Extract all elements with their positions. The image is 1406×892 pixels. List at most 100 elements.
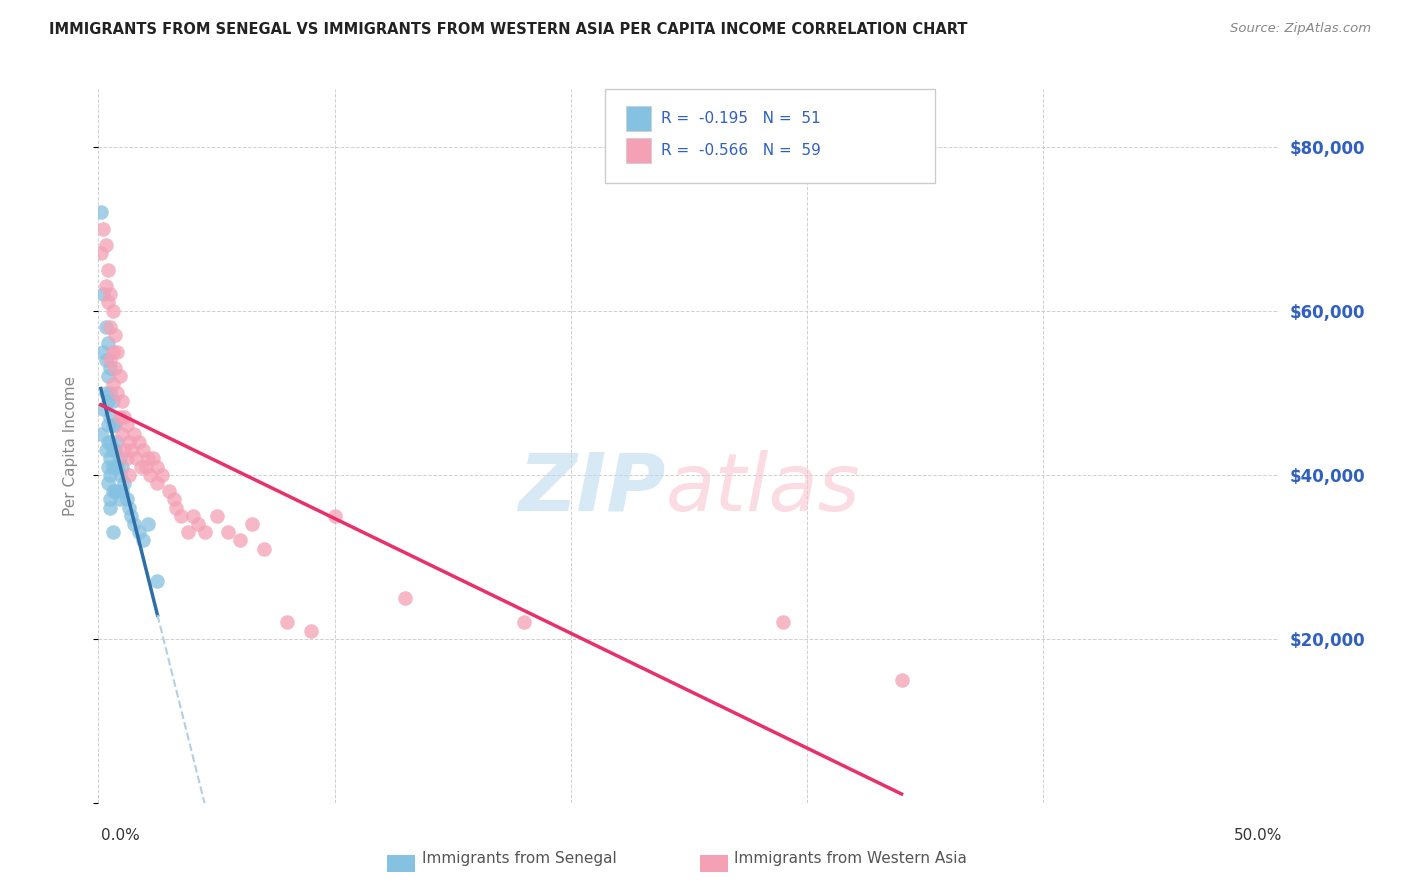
Point [104,418,127,433]
Point [97,336,120,351]
Y-axis label: Per Capita Income: Per Capita Income [63,376,77,516]
Point [157,484,180,499]
Point [121,443,143,458]
Point [105,344,128,359]
Point [94,443,117,458]
Point [108,410,131,425]
Point [101,459,124,474]
Point [121,508,143,523]
Point [163,492,186,507]
Point [299,624,322,638]
Point [94,320,117,334]
Point [91,287,114,301]
Point [136,516,159,531]
Point [118,434,141,449]
Text: atlas: atlas [665,450,860,528]
Point [132,533,155,548]
Point [165,500,187,515]
Text: ZIP: ZIP [517,450,665,528]
Point [90,205,112,219]
Point [111,459,134,474]
Text: Immigrants from Western Asia: Immigrants from Western Asia [734,852,967,866]
Point [146,574,169,589]
Point [125,451,148,466]
Point [98,500,121,515]
Point [90,426,112,441]
Point [205,508,228,523]
Point [101,393,124,408]
Point [97,369,120,384]
Point [97,434,120,449]
Point [122,426,145,441]
Point [94,238,117,252]
Point [104,459,127,474]
Point [118,467,141,482]
Point [97,418,120,433]
Point [240,516,263,531]
Point [253,541,276,556]
Point [136,451,159,466]
Point [115,492,138,507]
Point [394,591,416,605]
Point [111,484,134,499]
Point [187,516,209,531]
Point [91,402,114,417]
Text: R =  -0.566   N =  59: R = -0.566 N = 59 [661,144,821,158]
Point [101,484,124,499]
Point [115,418,138,433]
Point [194,525,217,540]
Point [128,434,150,449]
Point [139,467,162,482]
Point [94,279,117,293]
Point [146,475,169,490]
Point [104,328,127,343]
Point [105,459,128,474]
Point [150,467,173,482]
Point [217,525,239,540]
Point [118,500,141,515]
Point [101,443,124,458]
Point [94,385,117,400]
Text: 0.0%: 0.0% [101,829,141,843]
Point [111,426,134,441]
Point [101,303,124,318]
Point [101,344,124,359]
Point [98,467,121,482]
Point [177,525,200,540]
Point [98,361,121,376]
Point [97,475,120,490]
Point [98,434,121,449]
Point [97,262,120,277]
Point [122,516,145,531]
Point [101,377,124,392]
Point [98,492,121,507]
Text: R =  -0.195   N =  51: R = -0.195 N = 51 [661,112,821,126]
Point [105,484,128,499]
Text: 50.0%: 50.0% [1234,829,1282,843]
Point [128,525,150,540]
Point [101,418,124,433]
Point [890,673,912,687]
Point [104,361,127,376]
Text: IMMIGRANTS FROM SENEGAL VS IMMIGRANTS FROM WESTERN ASIA PER CAPITA INCOME CORREL: IMMIGRANTS FROM SENEGAL VS IMMIGRANTS FR… [49,22,967,37]
Point [772,615,794,630]
Point [135,459,157,474]
Point [108,467,131,482]
Point [91,221,114,235]
Point [108,451,131,466]
Point [98,352,121,367]
Point [108,369,131,384]
Point [181,508,204,523]
Point [142,451,165,466]
Text: Immigrants from Senegal: Immigrants from Senegal [422,852,617,866]
Point [94,352,117,367]
Point [97,393,120,408]
Point [112,410,135,425]
Point [170,508,193,523]
Point [98,451,121,466]
Point [108,492,131,507]
Text: Source: ZipAtlas.com: Source: ZipAtlas.com [1230,22,1371,36]
Point [115,451,138,466]
Point [97,459,120,474]
Point [323,508,346,523]
